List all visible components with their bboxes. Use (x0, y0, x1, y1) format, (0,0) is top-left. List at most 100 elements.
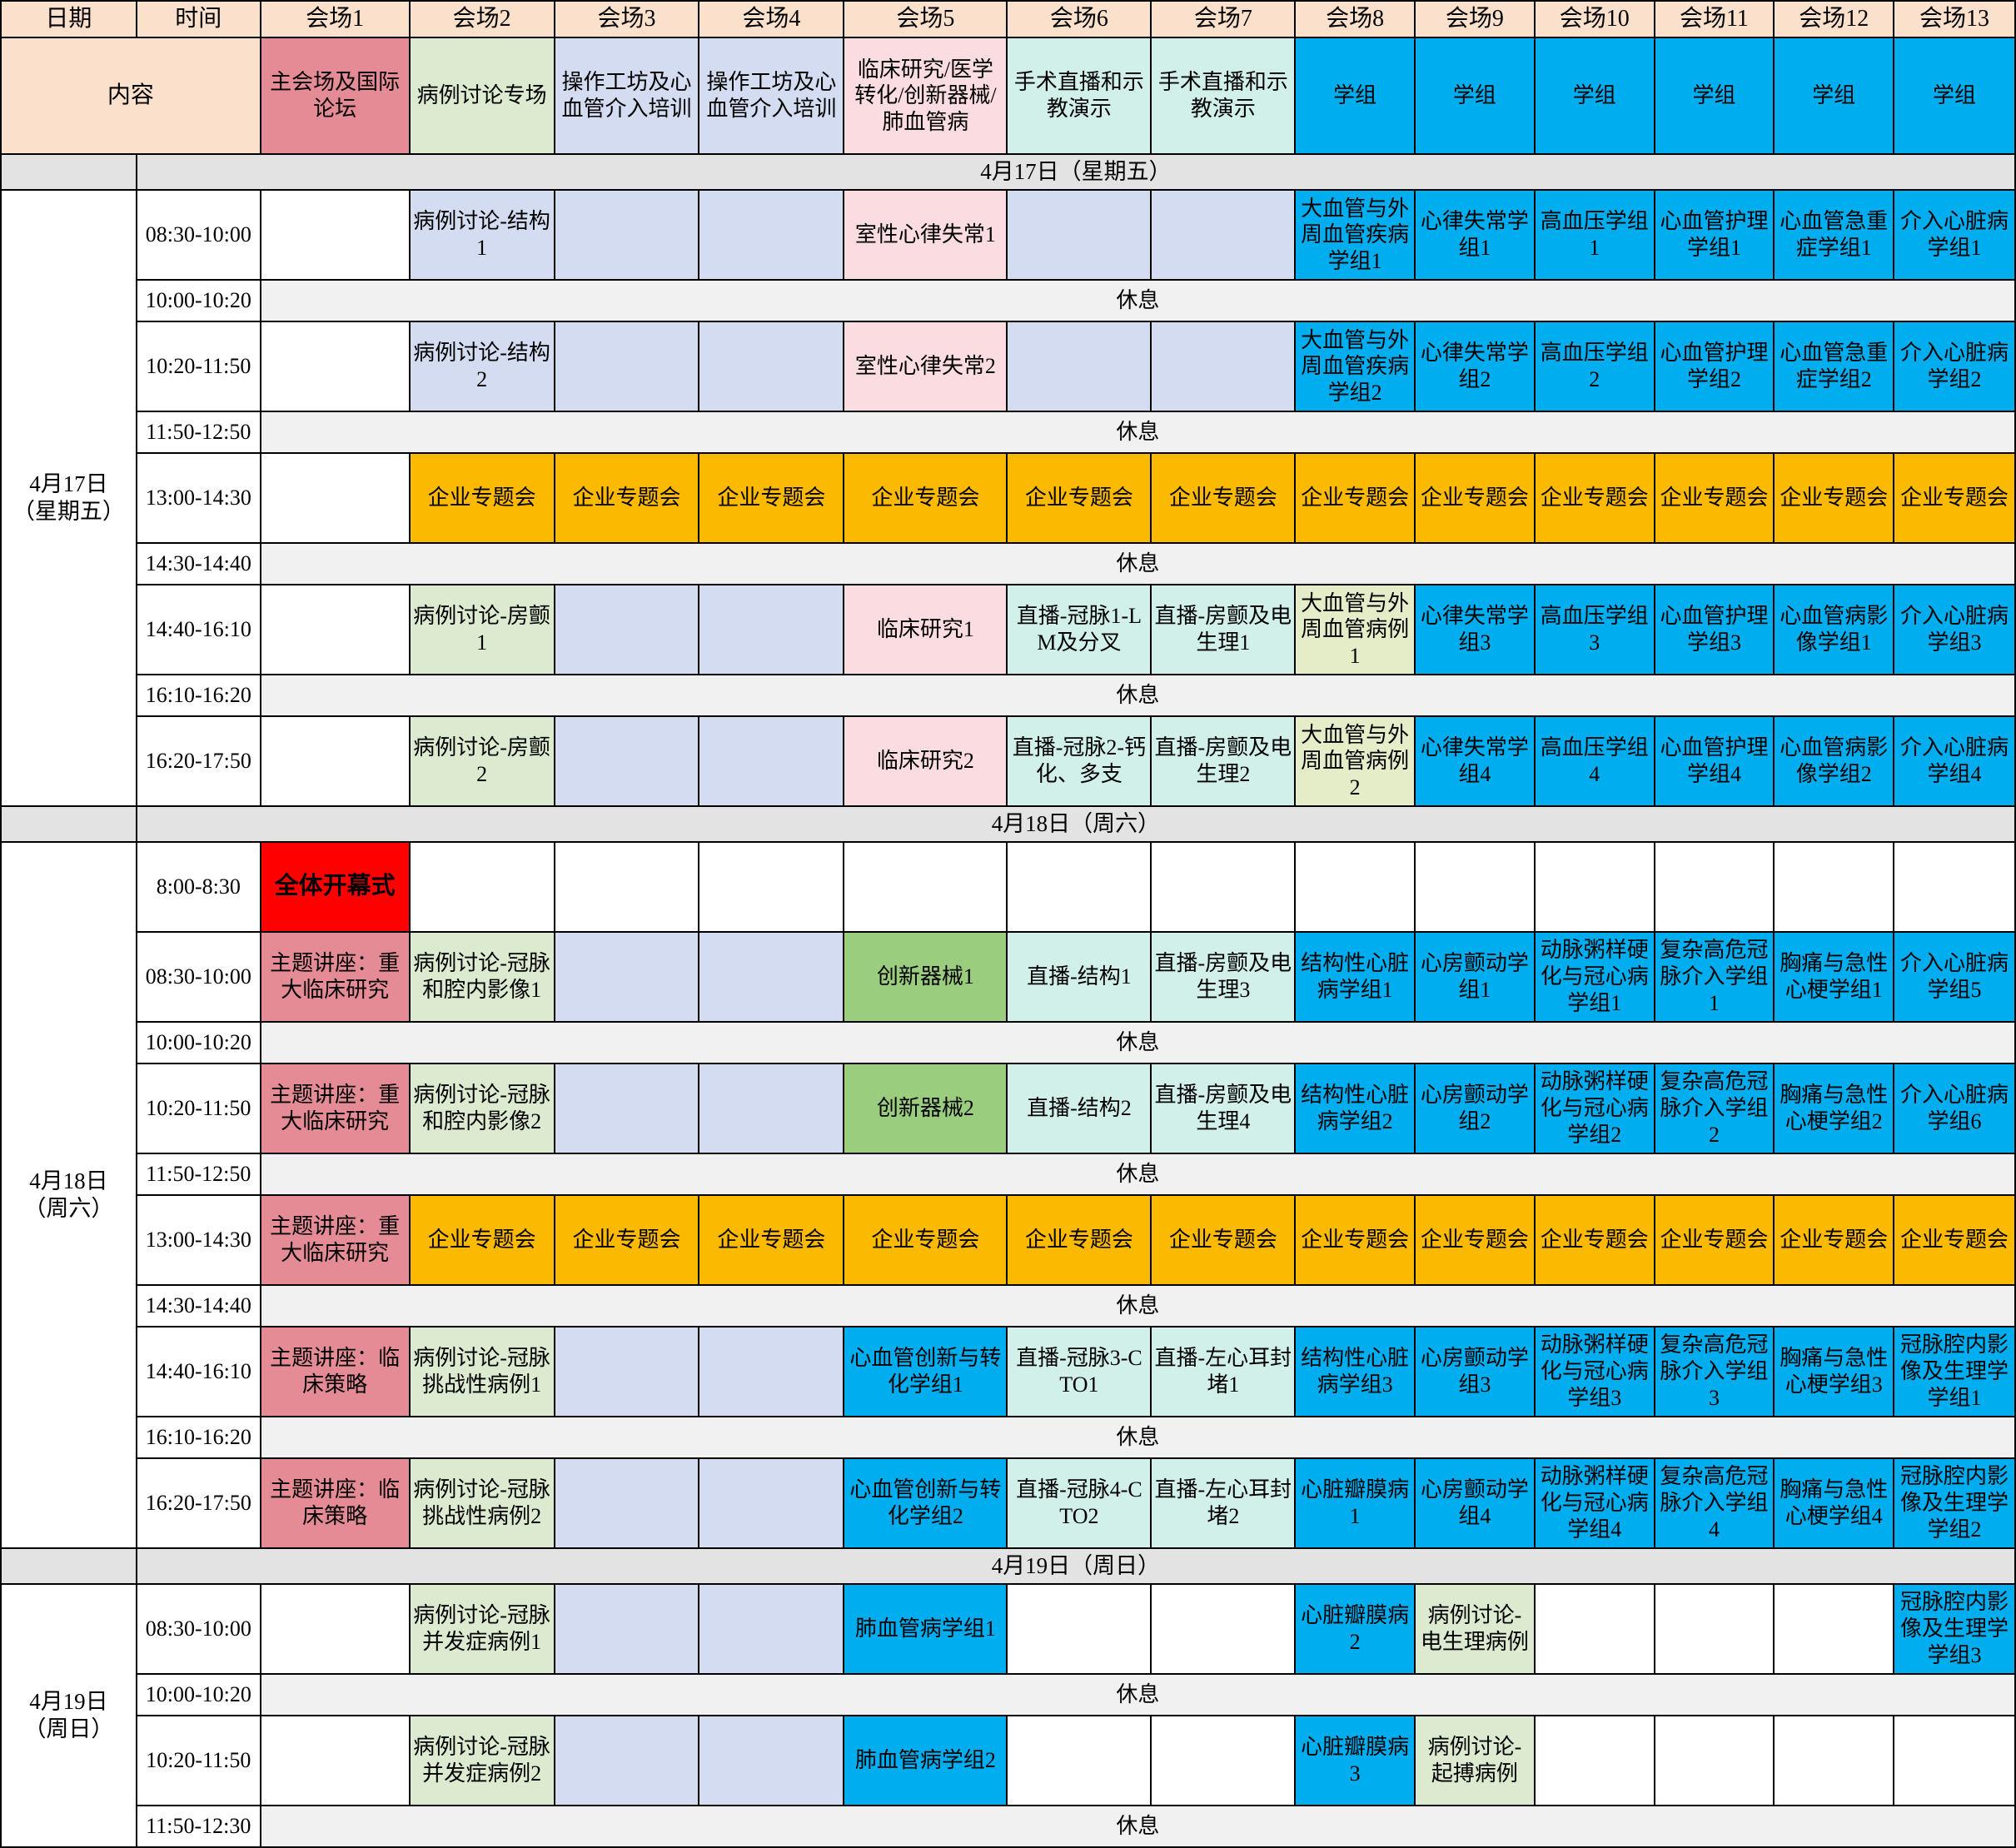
session-cell-v2[interactable]: 病例讨论-冠脉和腔内影像2 (408, 1063, 555, 1155)
session-cell-v1[interactable]: 主题讲座：重大临床研究 (259, 931, 411, 1024)
session-cell-v5[interactable]: 临床研究1 (843, 584, 1008, 676)
session-cell-v13[interactable]: 冠脉腔内影像及生理学学组2 (1893, 1457, 2016, 1550)
session-cell-v8[interactable]: 大血管与外周血管疾病学组1 (1294, 189, 1416, 281)
session-cell-v7[interactable]: 企业专题会 (1150, 452, 1297, 545)
session-cell-v11[interactable]: 企业专题会 (1653, 452, 1775, 545)
session-cell-v2[interactable]: 病例讨论-房颤1 (408, 584, 555, 676)
session-cell-v10[interactable]: 企业专题会 (1533, 1194, 1655, 1287)
session-cell-v2[interactable]: 企业专题会 (408, 452, 555, 545)
session-cell-v5[interactable]: 企业专题会 (843, 452, 1008, 545)
session-cell-v6[interactable]: 直播-冠脉4-CTO2 (1006, 1457, 1152, 1550)
session-cell-v3[interactable]: 企业专题会 (553, 1194, 700, 1287)
session-cell-v2[interactable]: 企业专题会 (408, 1194, 555, 1287)
session-cell-v12[interactable]: 心血管病影像学组1 (1773, 584, 1895, 676)
session-cell-v1[interactable]: 全体开幕式 (259, 841, 411, 934)
session-cell-v8[interactable]: 企业专题会 (1294, 452, 1416, 545)
session-cell-v8[interactable]: 大血管与外周血管疾病学组2 (1294, 321, 1416, 413)
session-cell-v7[interactable]: 企业专题会 (1150, 1194, 1297, 1287)
session-cell-v10[interactable]: 动脉粥样硬化与冠心病学组1 (1533, 931, 1655, 1024)
session-cell-v9[interactable]: 企业专题会 (1414, 1194, 1536, 1287)
session-cell-v5[interactable]: 室性心律失常2 (843, 321, 1008, 413)
session-cell-v6[interactable]: 企业专题会 (1006, 452, 1152, 545)
session-cell-v8[interactable]: 结构性心脏病学组1 (1294, 931, 1416, 1024)
session-cell-v9[interactable]: 心房颤动学组4 (1414, 1457, 1536, 1550)
session-cell-v11[interactable]: 心血管护理学组4 (1653, 715, 1775, 808)
session-cell-v5[interactable]: 创新器械2 (843, 1063, 1008, 1155)
session-cell-v8[interactable]: 心脏瓣膜病3 (1294, 1714, 1416, 1806)
session-cell-v5[interactable]: 室性心律失常1 (843, 189, 1008, 281)
session-cell-v10[interactable]: 动脉粥样硬化与冠心病学组2 (1533, 1063, 1655, 1155)
session-cell-v12[interactable]: 企业专题会 (1773, 1194, 1895, 1287)
session-cell-v2[interactable]: 病例讨论-结构1 (408, 189, 555, 281)
session-cell-v5[interactable]: 肺血管病学组2 (843, 1714, 1008, 1806)
session-cell-v9[interactable]: 心律失常学组4 (1414, 715, 1536, 808)
session-cell-v1[interactable]: 主题讲座：临床策略 (259, 1457, 411, 1550)
session-cell-v5[interactable]: 心血管创新与转化学组2 (843, 1457, 1008, 1550)
session-cell-v8[interactable]: 心脏瓣膜病1 (1294, 1457, 1416, 1550)
session-cell-v9[interactable]: 病例讨论-起搏病例 (1414, 1714, 1536, 1806)
session-cell-v1[interactable]: 主题讲座：重大临床研究 (259, 1063, 411, 1155)
session-cell-v9[interactable]: 心房颤动学组3 (1414, 1326, 1536, 1418)
session-cell-v6[interactable]: 直播-冠脉1-LM及分叉 (1006, 584, 1152, 676)
session-cell-v4[interactable]: 企业专题会 (698, 1194, 845, 1287)
session-cell-v9[interactable]: 企业专题会 (1414, 452, 1536, 545)
session-cell-v11[interactable]: 复杂高危冠脉介入学组3 (1653, 1326, 1775, 1418)
session-cell-v2[interactable]: 病例讨论-房颤2 (408, 715, 555, 808)
session-cell-v6[interactable]: 企业专题会 (1006, 1194, 1152, 1287)
session-cell-v7[interactable]: 直播-房颤及电生理2 (1150, 715, 1297, 808)
session-cell-v12[interactable]: 心血管急重症学组2 (1773, 321, 1895, 413)
session-cell-v13[interactable]: 介入心脏病学组2 (1893, 321, 2016, 413)
session-cell-v8[interactable]: 结构性心脏病学组2 (1294, 1063, 1416, 1155)
session-cell-v10[interactable]: 高血压学组3 (1533, 584, 1655, 676)
session-cell-v8[interactable]: 大血管与外周血管病例1 (1294, 584, 1416, 676)
session-cell-v9[interactable]: 病例讨论-电生理病例 (1414, 1582, 1536, 1675)
session-cell-v3[interactable]: 企业专题会 (553, 452, 700, 545)
session-cell-v13[interactable]: 介入心脏病学组6 (1893, 1063, 2016, 1155)
session-cell-v10[interactable]: 动脉粥样硬化与冠心病学组4 (1533, 1457, 1655, 1550)
session-cell-v5[interactable]: 企业专题会 (843, 1194, 1008, 1287)
session-cell-v12[interactable]: 胸痛与急性心梗学组2 (1773, 1063, 1895, 1155)
session-cell-v5[interactable]: 肺血管病学组1 (843, 1582, 1008, 1675)
session-cell-v11[interactable]: 复杂高危冠脉介入学组1 (1653, 931, 1775, 1024)
session-cell-v11[interactable]: 企业专题会 (1653, 1194, 1775, 1287)
session-cell-v12[interactable]: 企业专题会 (1773, 452, 1895, 545)
session-cell-v11[interactable]: 心血管护理学组3 (1653, 584, 1775, 676)
session-cell-v11[interactable]: 复杂高危冠脉介入学组4 (1653, 1457, 1775, 1550)
session-cell-v13[interactable]: 介入心脏病学组3 (1893, 584, 2016, 676)
session-cell-v13[interactable]: 介入心脏病学组5 (1893, 931, 2016, 1024)
session-cell-v9[interactable]: 心房颤动学组1 (1414, 931, 1536, 1024)
session-cell-v2[interactable]: 病例讨论-冠脉并发症病例2 (408, 1714, 555, 1806)
session-cell-v13[interactable]: 企业专题会 (1893, 452, 2016, 545)
session-cell-v4[interactable]: 企业专题会 (698, 452, 845, 545)
session-cell-v5[interactable]: 临床研究2 (843, 715, 1008, 808)
session-cell-v8[interactable]: 心脏瓣膜病2 (1294, 1582, 1416, 1675)
session-cell-v13[interactable]: 冠脉腔内影像及生理学学组3 (1893, 1582, 2016, 1675)
session-cell-v9[interactable]: 心律失常学组3 (1414, 584, 1536, 676)
session-cell-v7[interactable]: 直播-房颤及电生理1 (1150, 584, 1297, 676)
session-cell-v12[interactable]: 胸痛与急性心梗学组4 (1773, 1457, 1895, 1550)
session-cell-v2[interactable]: 病例讨论-冠脉挑战性病例1 (408, 1326, 555, 1418)
session-cell-v9[interactable]: 心律失常学组1 (1414, 189, 1536, 281)
session-cell-v7[interactable]: 直播-左心耳封堵1 (1150, 1326, 1297, 1418)
session-cell-v2[interactable]: 病例讨论-结构2 (408, 321, 555, 413)
session-cell-v12[interactable]: 心血管急重症学组1 (1773, 189, 1895, 281)
session-cell-v6[interactable]: 直播-冠脉2-钙化、多支 (1006, 715, 1152, 808)
session-cell-v6[interactable]: 直播-冠脉3-CTO1 (1006, 1326, 1152, 1418)
session-cell-v5[interactable]: 创新器械1 (843, 931, 1008, 1024)
session-cell-v12[interactable]: 心血管病影像学组2 (1773, 715, 1895, 808)
session-cell-v1[interactable]: 主题讲座：临床策略 (259, 1326, 411, 1418)
session-cell-v1[interactable]: 主题讲座：重大临床研究 (259, 1194, 411, 1287)
session-cell-v10[interactable]: 企业专题会 (1533, 452, 1655, 545)
session-cell-v11[interactable]: 心血管护理学组1 (1653, 189, 1775, 281)
session-cell-v2[interactable]: 病例讨论-冠脉和腔内影像1 (408, 931, 555, 1024)
session-cell-v8[interactable]: 结构性心脏病学组3 (1294, 1326, 1416, 1418)
session-cell-v11[interactable]: 心血管护理学组2 (1653, 321, 1775, 413)
session-cell-v13[interactable]: 冠脉腔内影像及生理学学组1 (1893, 1326, 2016, 1418)
session-cell-v5[interactable]: 心血管创新与转化学组1 (843, 1326, 1008, 1418)
session-cell-v11[interactable]: 复杂高危冠脉介入学组2 (1653, 1063, 1775, 1155)
session-cell-v2[interactable]: 病例讨论-冠脉挑战性病例2 (408, 1457, 555, 1550)
session-cell-v8[interactable]: 大血管与外周血管病例2 (1294, 715, 1416, 808)
session-cell-v10[interactable]: 高血压学组2 (1533, 321, 1655, 413)
session-cell-v9[interactable]: 心律失常学组2 (1414, 321, 1536, 413)
session-cell-v13[interactable]: 介入心脏病学组1 (1893, 189, 2016, 281)
